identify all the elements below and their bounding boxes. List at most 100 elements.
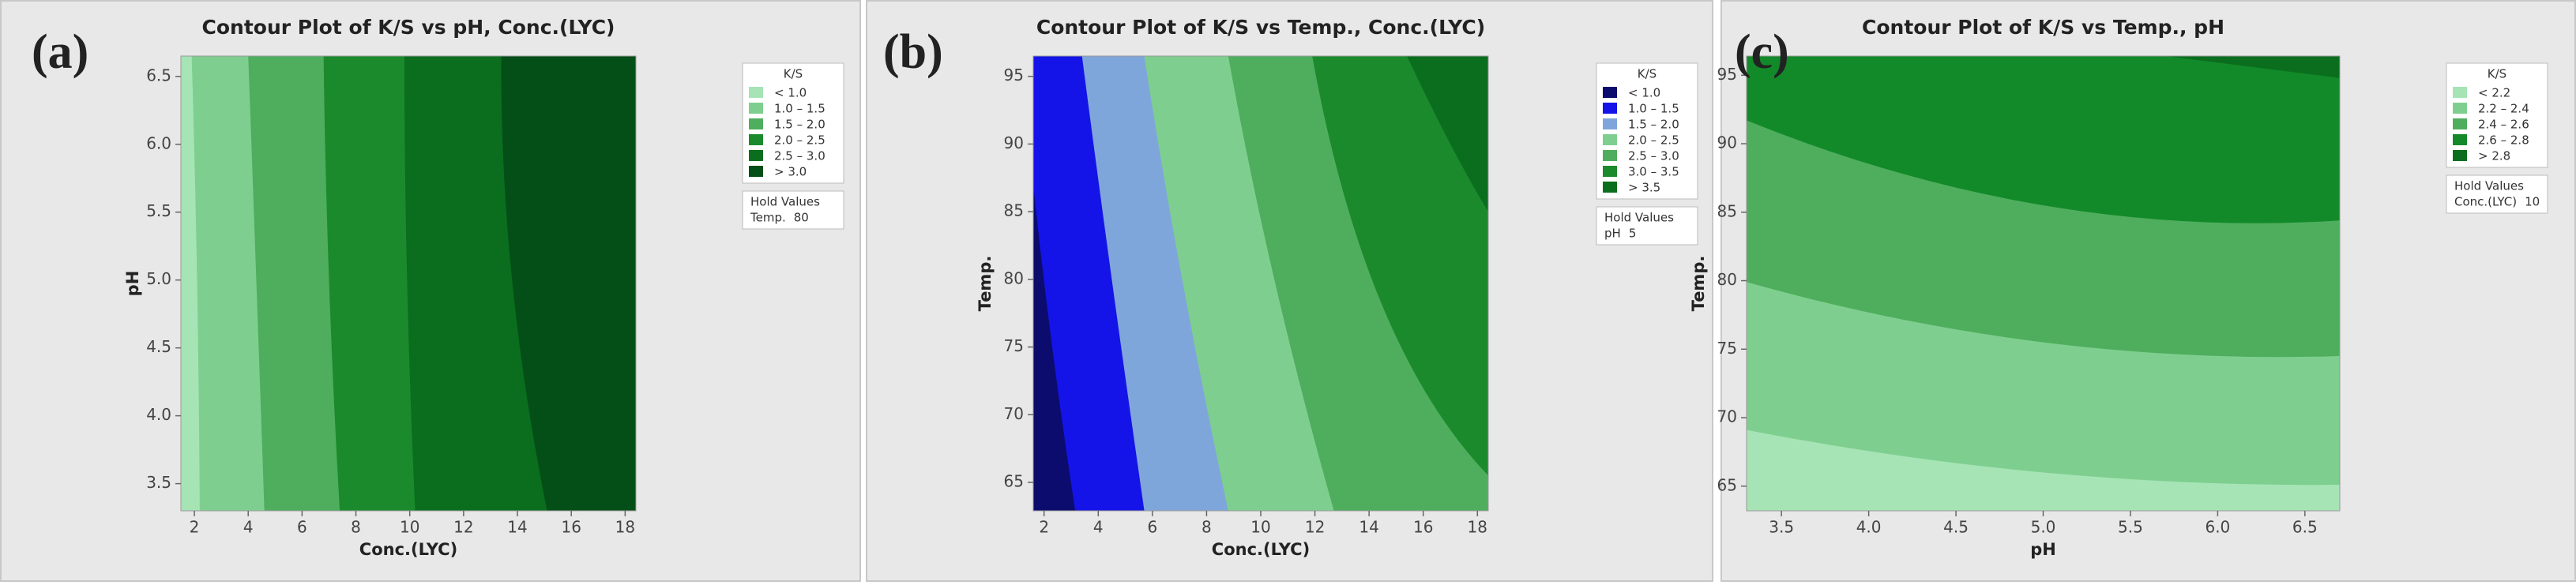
legend-label: > 2.8 [2478,149,2510,163]
x-tick-label: 8 [351,518,361,537]
x-tick-label: 6 [297,518,307,537]
x-tick-label: 5.0 [2031,518,2056,537]
chart-title: Contour Plot of K/S vs Temp., Conc.(LYC) [1036,16,1485,39]
legend-box [2446,62,2548,168]
x-tick-label: 6.0 [2205,518,2230,537]
y-axis-label: Temp. [976,256,995,312]
hold-title: Hold Values [2454,179,2524,193]
x-tick-label: 18 [1468,518,1487,537]
y-tick-label: 4.0 [146,405,171,424]
legend-label: 1.0 – 1.5 [774,102,825,116]
legend-swatch [1603,182,1617,193]
legend-label: 1.0 – 1.5 [1628,102,1679,116]
contour-region [501,56,636,511]
hold-value: 80 [794,211,809,225]
legend-swatch [2453,150,2467,161]
x-tick-label: 16 [561,518,581,537]
plot-area [181,56,636,511]
legend-swatch [2453,134,2467,145]
y-tick-label: 95 [1717,65,1737,84]
legend-swatch [749,118,763,129]
legend-label: 2.5 – 3.0 [1628,149,1679,163]
legend-swatch [749,134,763,145]
y-tick-label: 70 [1004,404,1024,423]
plot-area [1033,56,1488,511]
hold-box [742,190,844,230]
x-tick-label: 12 [1305,518,1325,537]
legend-label: 1.5 – 2.0 [774,118,825,132]
chart-title: Contour Plot of K/S vs Temp., pH [1862,16,2224,39]
hold-label: Conc.(LYC) [2454,195,2517,209]
legend-swatch [2453,103,2467,114]
legend-swatch [1603,87,1617,98]
x-tick-label: 14 [1359,518,1378,537]
legend-label: < 2.2 [2478,86,2510,100]
x-axis-label: Conc.(LYC) [359,540,457,559]
y-tick-label: 90 [1004,133,1024,152]
legend-title: K/S [784,67,803,81]
legend-label: 2.2 – 2.4 [2478,102,2529,116]
chart-title: Contour Plot of K/S vs pH, Conc.(LYC) [202,16,615,39]
legend-swatch [749,166,763,177]
legend-label: > 3.0 [774,165,807,179]
x-tick-label: 6 [1147,518,1157,537]
legend-label: 2.6 – 2.8 [2478,133,2529,148]
legend-title: K/S [1638,67,1657,81]
hold-box [1596,206,1698,246]
x-tick-label: 4 [243,518,254,537]
legend-swatch [1603,166,1617,177]
legend-label: < 1.0 [1628,86,1660,100]
x-tick-label: 5.5 [2118,518,2143,537]
hold-label: Temp. [750,211,786,225]
legend-swatch [1603,103,1617,114]
y-tick-label: 75 [1717,339,1737,358]
legend-label: 2.0 – 2.5 [774,133,825,148]
x-tick-label: 12 [453,518,473,537]
legend-swatch [1603,118,1617,129]
y-tick-label: 70 [1717,407,1737,426]
legend-swatch [1603,150,1617,161]
plot-area [1747,56,2340,511]
contour-plot: 3.5 4.0 4.5 5.0 5.5 6.0 6.5 65 70 75 80 85 90 95 Conto… [1689,0,2576,582]
legend-swatch [749,150,763,161]
legend-swatch [2453,87,2467,98]
y-tick-label: 5.5 [146,201,171,220]
panel-label: (a) [32,25,88,79]
legend-label: 2.5 – 3.0 [774,149,825,163]
contour-plot: 2 4 6 8 10 12 14 16 18 3.5 4.0 4.5 5.0 5.5 6.0 6.5 Conto… [0,0,861,582]
hold-title: Hold Values [1604,211,1674,225]
x-tick-label: 4 [1093,518,1104,537]
x-axis-label: pH [2030,540,2056,559]
contour-region [2165,56,2340,78]
legend-label: 2.0 – 2.5 [1628,133,1679,148]
x-tick-label: 14 [507,518,527,537]
panel-label: (c) [1735,25,1789,79]
x-tick-label: 4.0 [1856,518,1882,537]
x-tick-label: 4.5 [1943,518,1969,537]
legend-label: 3.0 – 3.5 [1628,165,1679,179]
y-tick-label: 95 [1004,66,1024,84]
legend-label: 2.4 – 2.6 [2478,118,2529,132]
x-tick-label: 3.5 [1769,518,1794,537]
hold-title: Hold Values [750,195,820,209]
plot-frame [180,55,637,512]
y-tick-label: 4.5 [146,337,171,356]
y-tick-label: 85 [1004,201,1024,220]
x-tick-label: 6.5 [2292,518,2318,537]
y-tick-label: 80 [1004,268,1024,287]
legend-swatch [1603,134,1617,145]
legend-swatch [2453,118,2467,129]
hold-value: 10 [2525,195,2540,209]
y-tick-label: 75 [1004,336,1024,355]
y-tick-label: 6.0 [146,133,171,152]
hold-value: 5 [1629,227,1637,241]
contour-region [1312,56,1488,476]
legend-label: 1.5 – 2.0 [1628,118,1679,132]
x-tick-label: 2 [190,518,200,537]
legend-swatch [749,87,763,98]
y-tick-label: 65 [1004,472,1024,491]
hold-label: pH [1604,227,1621,241]
panel-label: (b) [883,25,943,79]
